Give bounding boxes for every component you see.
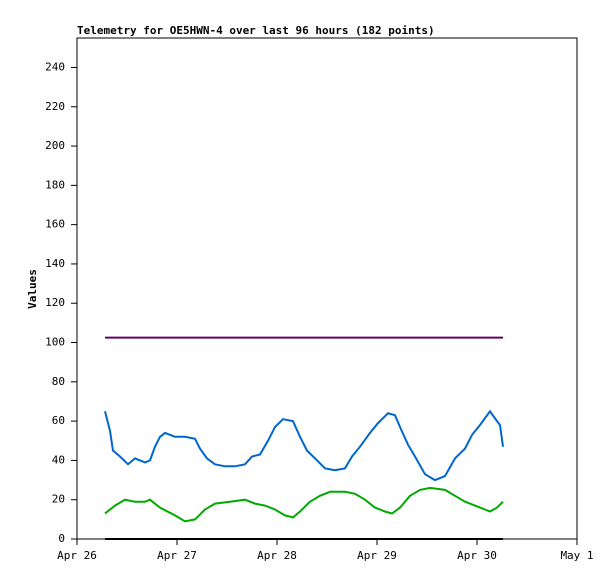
x-tick-label: Apr 30 (457, 549, 497, 562)
series-line (104, 409, 504, 482)
y-tick-label: 80 (52, 375, 65, 388)
x-tick-label: May 1 (560, 549, 593, 562)
y-tick-label: 40 (52, 453, 65, 466)
y-tick-label: 220 (45, 100, 65, 113)
y-tick-label: 160 (45, 218, 65, 231)
x-tick-label: Apr 29 (357, 549, 397, 562)
y-tick-label: 200 (45, 139, 65, 152)
x-tick-label: Apr 27 (157, 549, 197, 562)
series-line (104, 486, 504, 523)
y-tick-label: 140 (45, 257, 65, 270)
y-tick-label: 120 (45, 296, 65, 309)
y-tick-label: 240 (45, 60, 65, 73)
y-tick-label: 0 (58, 532, 65, 545)
y-tick-label: 20 (52, 493, 65, 506)
chart-title: Telemetry for OE5HWN-4 over last 96 hour… (77, 24, 435, 37)
y-tick-label: 100 (45, 336, 65, 349)
y-axis-label: Values (26, 269, 39, 309)
plot-frame (76, 37, 578, 540)
x-tick-label: Apr 28 (257, 549, 297, 562)
y-tick-label: 60 (52, 414, 65, 427)
y-tick-label: 180 (45, 178, 65, 191)
x-tick-label: Apr 26 (57, 549, 97, 562)
